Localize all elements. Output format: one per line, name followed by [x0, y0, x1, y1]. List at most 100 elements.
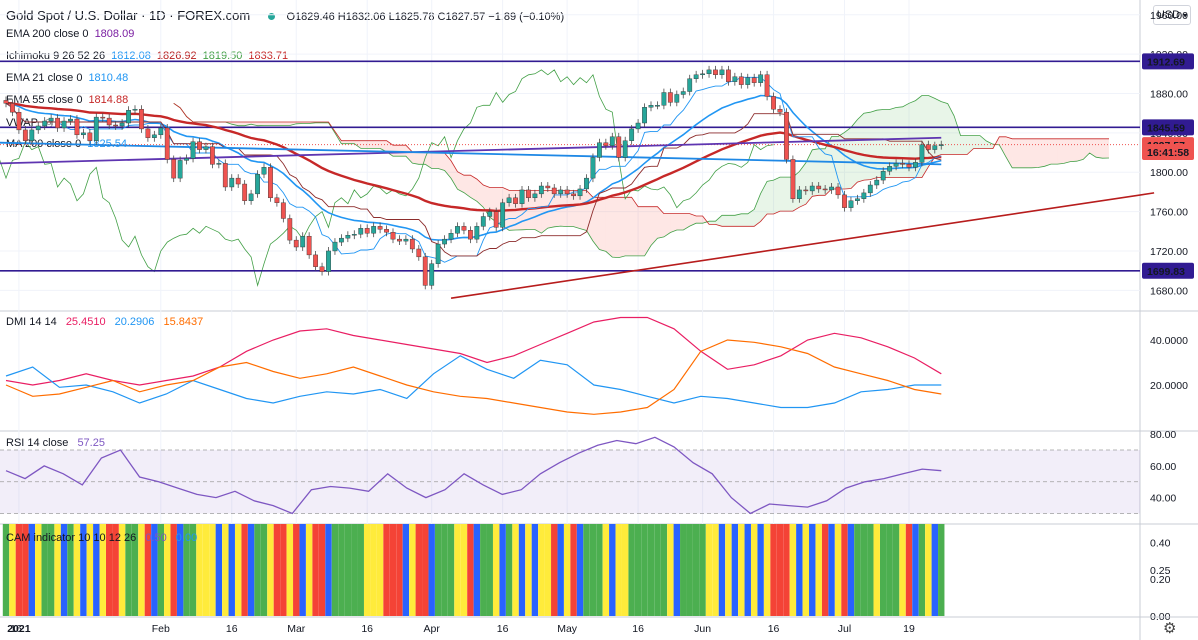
- candle-body: [429, 263, 435, 286]
- ichimoku-cloud-segment: [547, 190, 555, 229]
- rsi-tick-label: 40.00: [1150, 493, 1176, 505]
- cam-bar: [744, 524, 751, 616]
- ichimoku-cloud-segment: [696, 216, 703, 224]
- cam-bar: [215, 524, 223, 616]
- candle-body: [364, 228, 370, 234]
- candle-body: [719, 69, 725, 75]
- candle-body: [403, 238, 409, 242]
- candle-body: [42, 120, 48, 127]
- cam-bar: [757, 524, 764, 616]
- candle-body: [313, 254, 318, 267]
- cam-bar: [899, 524, 906, 616]
- ichimoku-cloud-segment: [754, 193, 761, 227]
- ichimoku-cloud-segment: [231, 122, 239, 126]
- cam-tick-label: 0.25: [1150, 565, 1171, 577]
- candle-body: [732, 76, 738, 82]
- candle-body: [326, 250, 331, 272]
- ichimoku-cloud-segment: [1089, 138, 1097, 158]
- cam-bar: [325, 524, 332, 616]
- cam-bar: [615, 524, 622, 616]
- candle-body: [822, 188, 828, 191]
- candle-body: [880, 171, 886, 181]
- candle-body: [609, 136, 615, 146]
- candle-body: [597, 142, 602, 158]
- dmi-legend-label: DMI 14 14: [6, 316, 57, 328]
- cam-bar: [918, 524, 926, 616]
- ichimoku-cloud-segment: [1025, 138, 1032, 168]
- indicator-legend-row[interactable]: VWAP ◎: [6, 116, 60, 129]
- candle-body: [197, 141, 202, 150]
- indicator-legend-row[interactable]: EMA 200 close 0 1808.09: [6, 28, 140, 40]
- cam-bar: [222, 524, 229, 616]
- cam-bar: [841, 524, 848, 616]
- candle-body: [790, 159, 796, 199]
- indicator-legend-row[interactable]: Ichimoku 9 26 52 26 1812.08 1826.92 1819.50…: [6, 50, 294, 62]
- cam-bar: [415, 524, 422, 616]
- candle-body: [796, 189, 802, 199]
- ichimoku-cloud-segment: [612, 197, 619, 258]
- candle-body: [177, 160, 183, 179]
- price-tick-label: 1720.00: [1150, 246, 1188, 258]
- indicator-legend-row[interactable]: EMA 55 close 0 1814.88: [6, 94, 134, 106]
- candle-body: [190, 141, 196, 159]
- indicator-value: 1812.08: [111, 50, 151, 62]
- cam-bar: [938, 524, 945, 616]
- candle-body: [764, 74, 770, 97]
- candle-body: [209, 146, 215, 165]
- cam-bar: [170, 524, 177, 616]
- ichimoku-cloud-segment: [347, 140, 355, 144]
- price-axis-badge: [1142, 144, 1194, 161]
- indicator-value: 1819.50: [202, 50, 243, 62]
- cam-bar: [847, 524, 855, 616]
- ichimoku-cloud-segment: [244, 122, 252, 126]
- candle-body: [435, 243, 441, 264]
- time-axis-label: 2021: [7, 623, 31, 635]
- cam-bar: [776, 524, 784, 616]
- currency-button[interactable]: USD ▾: [1153, 5, 1191, 25]
- time-axis-label: Feb: [152, 623, 170, 635]
- candle-body: [132, 109, 138, 111]
- cam-bar: [241, 524, 248, 616]
- candle-body: [300, 235, 306, 248]
- hidden-eye-icon[interactable]: ◎: [44, 117, 54, 129]
- dmi-series-line: [5, 316, 942, 386]
- candle-body: [661, 92, 667, 106]
- candle-body: [126, 110, 131, 124]
- indicator-legend-row[interactable]: EMA 21 close 0 1810.48: [6, 72, 134, 84]
- gear-icon[interactable]: ⚙: [1163, 620, 1177, 637]
- cam-bar: [402, 524, 410, 616]
- candle-body: [874, 179, 880, 186]
- candle-body: [558, 189, 564, 195]
- cam-bar: [67, 524, 74, 616]
- ichimoku-cloud-segment: [721, 215, 729, 227]
- candle-body: [635, 122, 641, 130]
- ichimoku-cloud-segment: [689, 213, 697, 227]
- candle-body: [803, 189, 809, 192]
- ichimoku-cloud-segment: [644, 206, 651, 256]
- cam-bar: [828, 524, 835, 616]
- ichimoku-cloud-segment: [605, 197, 613, 258]
- ichimoku-cloud-segment: [1012, 138, 1019, 168]
- ichimoku-cloud-segment: [760, 181, 768, 222]
- ichimoku-cloud-segment: [979, 135, 987, 149]
- cam-bar: [628, 524, 635, 616]
- candle-body: [351, 234, 357, 236]
- candle-body: [371, 226, 377, 234]
- candle-body: [545, 185, 551, 189]
- cam-bar: [428, 524, 435, 616]
- cam-bar: [570, 524, 577, 616]
- price-axis-badge: [1142, 262, 1194, 279]
- ichimoku-cloud-segment: [657, 206, 664, 239]
- dmi-value-adx: 15.8437: [163, 316, 204, 328]
- cam-bar: [157, 524, 164, 616]
- cam-value-2: 0.00: [175, 532, 198, 544]
- candle-body: [506, 197, 512, 203]
- cam-bar: [705, 524, 713, 616]
- candle-body: [829, 186, 835, 191]
- ichimoku-cloud-segment: [599, 197, 606, 252]
- candle-body: [332, 241, 338, 252]
- ichimoku-cloud-segment: [1070, 138, 1077, 162]
- ichimoku-cloud-segment: [463, 175, 471, 198]
- cam-bar: [35, 524, 42, 616]
